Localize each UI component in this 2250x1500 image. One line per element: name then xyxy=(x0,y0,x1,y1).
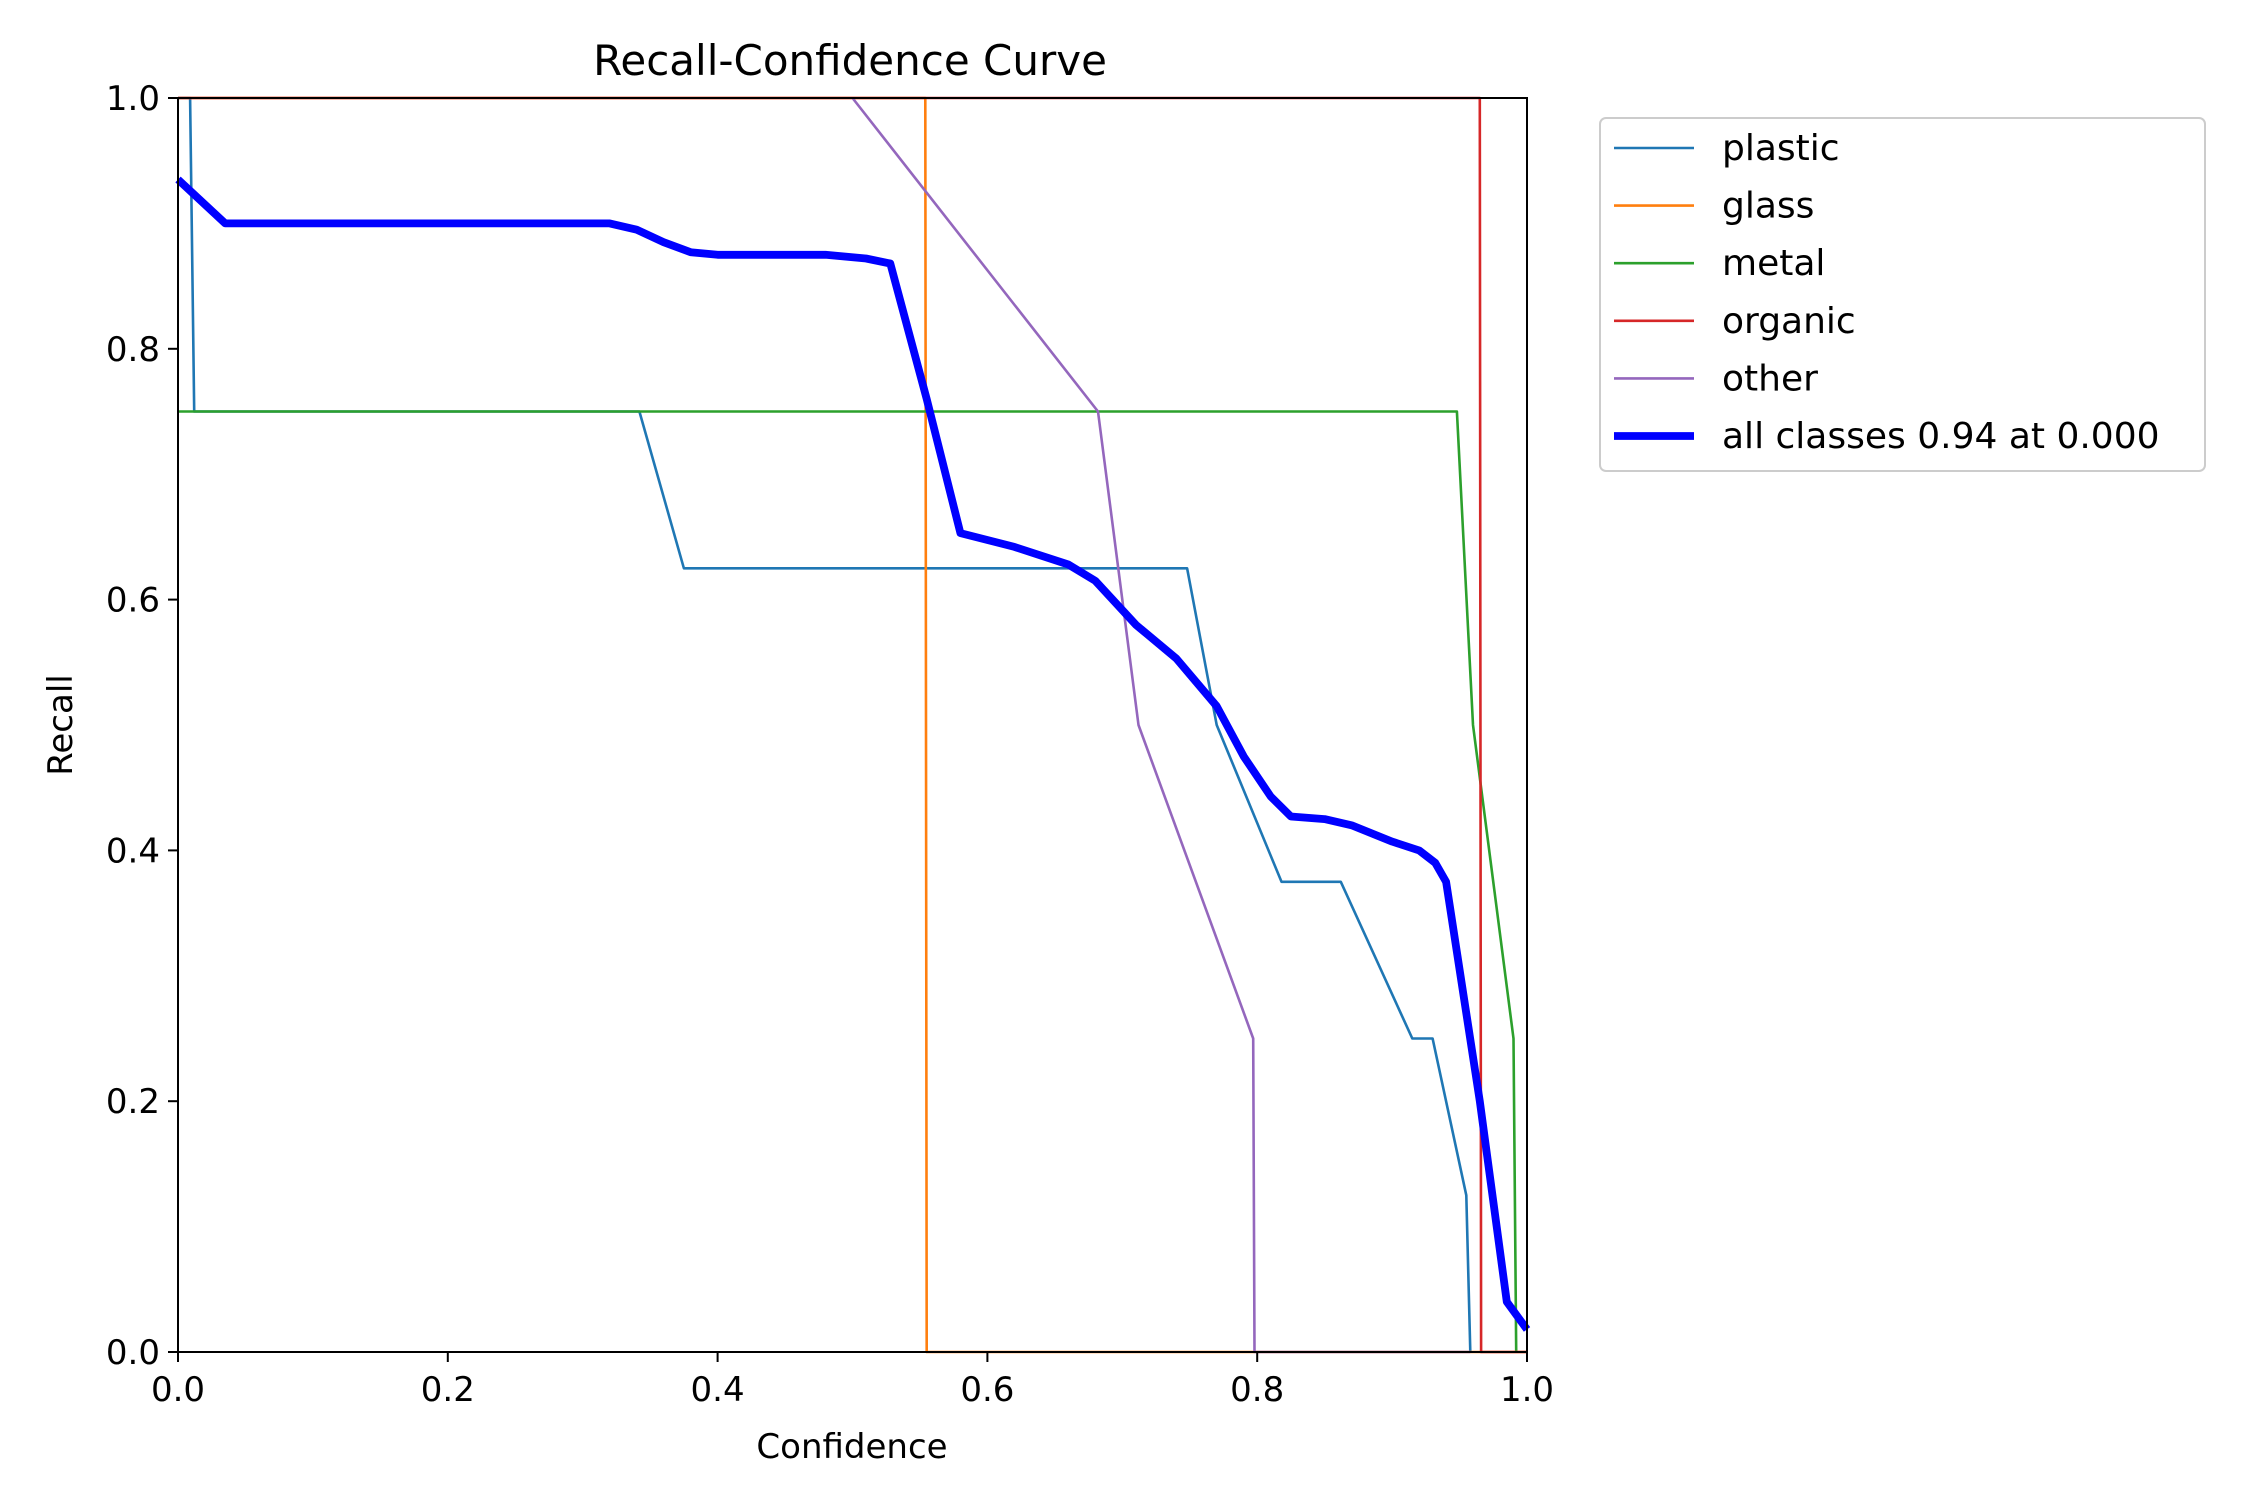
series-line-all-all xyxy=(175,176,1531,1332)
legend-label: organic xyxy=(1722,301,1856,342)
y-tick-label: 0.8 xyxy=(106,330,160,370)
legend-label: glass xyxy=(1722,186,1814,227)
legend-label: metal xyxy=(1722,243,1825,284)
series-line-glass xyxy=(178,96,1527,1354)
x-tick-label: 1.0 xyxy=(1500,1370,1554,1410)
legend-label: other xyxy=(1722,358,1818,399)
y-axis-label: Recall xyxy=(41,674,81,775)
series-line-plastic xyxy=(178,96,1472,1353)
legend: plastic glass metal organic other all classes… xyxy=(1599,117,2206,472)
x-tick-label: 0.2 xyxy=(421,1370,475,1410)
x-tick-label: 0.8 xyxy=(1230,1370,1284,1410)
x-tick-label: 0.0 xyxy=(151,1370,205,1410)
y-tick-label: 0.6 xyxy=(106,581,160,621)
legend-label: plastic xyxy=(1722,128,1840,169)
y-axis-ticks: 0.0 0.2 0.4 0.6 0.8 1.0 xyxy=(106,79,178,1373)
y-tick-label: 0.2 xyxy=(106,1082,160,1122)
legend-items: plastic glass metal organic other all classes… xyxy=(1614,128,2160,457)
x-tick-label: 0.4 xyxy=(691,1370,745,1410)
chart-title: Recall-Confidence Curve xyxy=(593,36,1107,85)
series-line-other xyxy=(851,97,1471,1354)
legend-label: all classes 0.94 at 0.000 xyxy=(1722,416,2160,457)
y-tick-label: 1.0 xyxy=(106,79,160,119)
y-tick-label: 0.4 xyxy=(106,831,160,871)
series-line-organic xyxy=(178,96,1527,1354)
series-layer xyxy=(175,96,1531,1354)
series-line-metal xyxy=(178,410,1518,1353)
x-axis-label: Confidence xyxy=(756,1427,947,1467)
y-tick-label: 0.0 xyxy=(106,1333,160,1373)
legend-box xyxy=(1599,117,2206,472)
x-tick-label: 0.6 xyxy=(960,1370,1014,1410)
plot-frame xyxy=(177,97,1528,1353)
x-axis-ticks: 0.0 0.2 0.4 0.6 0.8 1.0 xyxy=(151,1352,1554,1410)
